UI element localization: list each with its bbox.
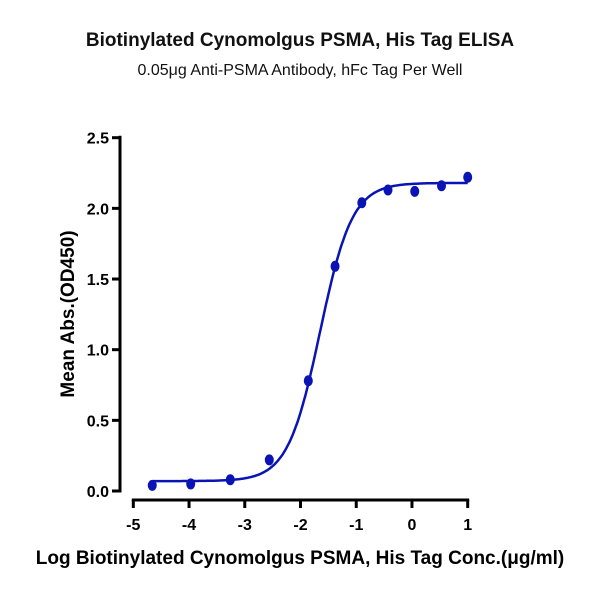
y-axis-label: Mean Abs.(OD450) [58,230,79,397]
data-point [264,454,274,466]
x-tick-label: -4 [182,517,196,534]
y-tick-label: 1.0 [87,343,109,360]
data-point [357,197,367,209]
data-point [186,478,196,490]
x-tick-label: -2 [293,517,307,534]
y-tick-label: 2.0 [87,201,109,218]
chart-subtitle: 0.05μg Anti-PSMA Antibody, hFc Tag Per W… [137,62,463,79]
y-tick-label: 2.5 [87,131,109,148]
y-tick-label: 0.5 [87,413,109,430]
data-point [330,260,340,272]
data-point [303,375,313,387]
x-axis-label: Log Biotinylated Cynomolgus PSMA, His Ta… [36,548,565,569]
chart-title: Biotinylated Cynomolgus PSMA, His Tag EL… [85,30,515,51]
data-point [147,479,157,491]
data-point [437,180,447,192]
data-point [410,185,420,197]
y-tick-label: 1.5 [87,272,109,289]
data-points [147,171,473,491]
data-point [463,171,473,183]
x-tick-label: -3 [238,517,252,534]
x-tick-label: 0 [408,517,417,534]
data-point [225,474,235,486]
data-point [383,184,393,196]
y-tick-label: 0.0 [87,484,109,501]
x-tick-label: -1 [349,517,363,534]
x-tick-label: -5 [126,517,140,534]
axes: 0.0 0.5 1.0 1.5 2.0 2.5 -5 -4 -3 -2 -1 0 1 [87,131,472,534]
x-tick-label: 1 [463,517,472,534]
fit-curve [152,181,468,483]
